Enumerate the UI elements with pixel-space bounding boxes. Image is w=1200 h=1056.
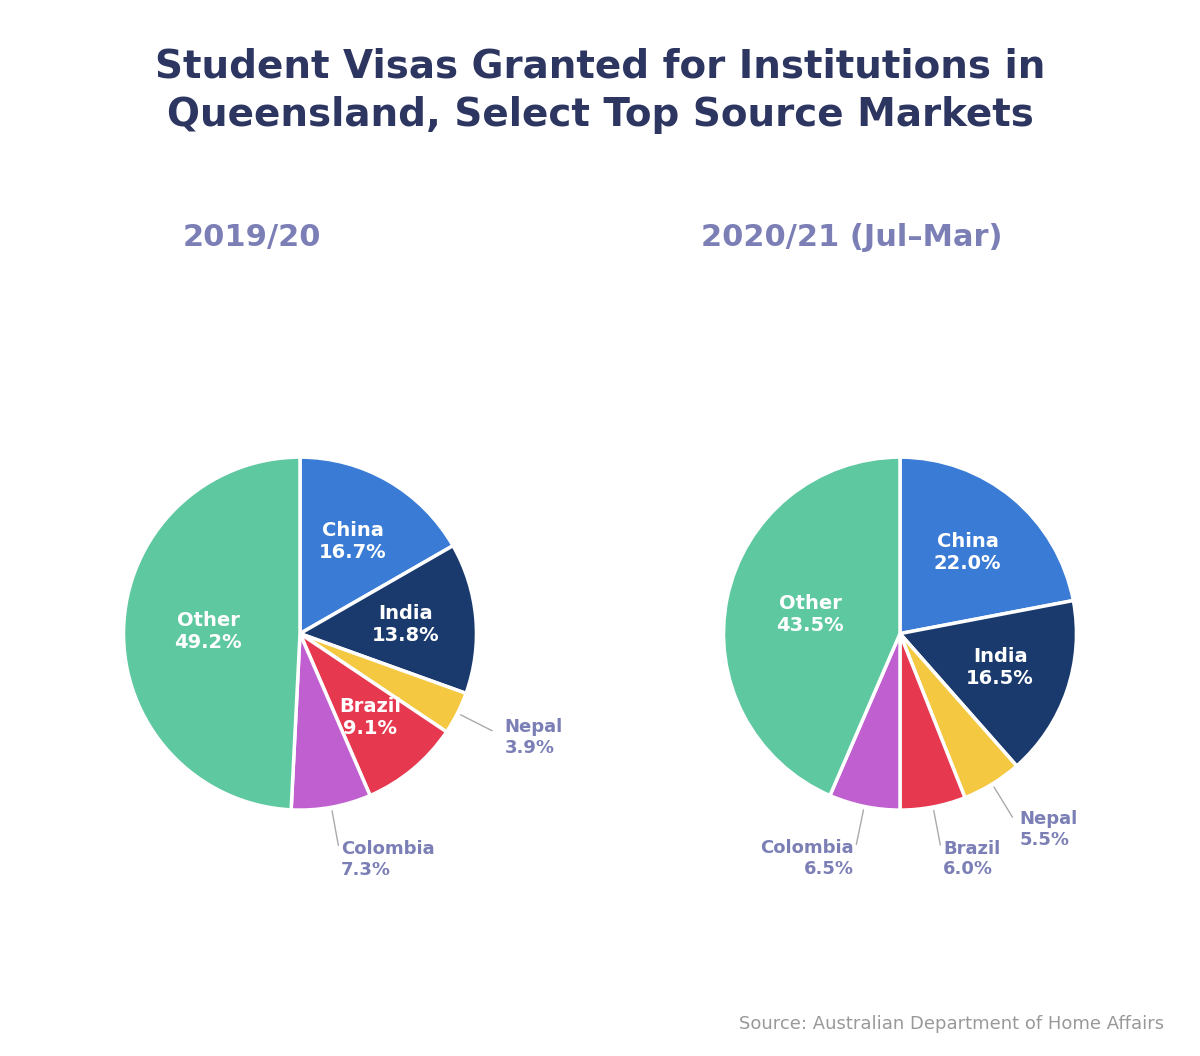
Wedge shape: [292, 634, 370, 810]
Wedge shape: [900, 457, 1073, 634]
Wedge shape: [124, 457, 300, 810]
Text: Other
43.5%: Other 43.5%: [776, 595, 844, 636]
Wedge shape: [300, 457, 454, 634]
Wedge shape: [300, 634, 466, 732]
Text: China
16.7%: China 16.7%: [319, 522, 386, 563]
Text: Nepal
3.9%: Nepal 3.9%: [505, 718, 563, 756]
Text: Brazil
9.1%: Brazil 9.1%: [340, 697, 401, 738]
Text: Nepal
5.5%: Nepal 5.5%: [1020, 810, 1078, 849]
Text: China
22.0%: China 22.0%: [934, 531, 1001, 572]
Text: Colombia
6.5%: Colombia 6.5%: [760, 838, 853, 878]
Wedge shape: [830, 634, 900, 810]
Text: Student Visas Granted for Institutions in
Queensland, Select Top Source Markets: Student Visas Granted for Institutions i…: [155, 48, 1045, 134]
Text: India
13.8%: India 13.8%: [372, 604, 439, 645]
Text: Source: Australian Department of Home Affairs: Source: Australian Department of Home Af…: [739, 1015, 1164, 1033]
Wedge shape: [300, 546, 476, 694]
Text: Colombia
7.3%: Colombia 7.3%: [341, 840, 434, 879]
Text: Other
49.2%: Other 49.2%: [174, 610, 242, 652]
Wedge shape: [724, 457, 900, 795]
Wedge shape: [900, 601, 1076, 766]
Wedge shape: [900, 634, 1016, 797]
Text: 2019/20: 2019/20: [182, 223, 322, 252]
Wedge shape: [900, 634, 965, 810]
Text: Brazil
6.0%: Brazil 6.0%: [943, 840, 1001, 879]
Text: 2020/21 (Jul–Mar): 2020/21 (Jul–Mar): [701, 223, 1003, 252]
Wedge shape: [300, 634, 446, 795]
Text: India
16.5%: India 16.5%: [966, 647, 1034, 689]
